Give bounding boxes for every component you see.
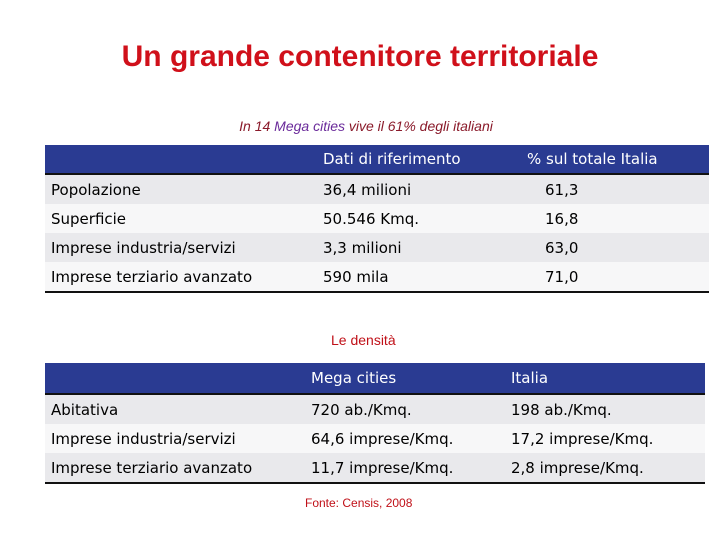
table-row: Abitativa 720 ab./Kmq. 198 ab./Kmq.	[45, 394, 705, 424]
row-percent: 63,0	[521, 233, 709, 262]
density-table: Mega cities Italia Abitativa 720 ab./Kmq…	[45, 363, 705, 484]
row-percent: 16,8	[521, 204, 709, 233]
row-italy-value: 2,8 imprese/Kmq.	[501, 453, 705, 484]
header-cell-mega-cities: Mega cities	[303, 363, 501, 395]
table-header-row: Dati di riferimento % sul totale Italia	[45, 145, 709, 175]
table-row: Imprese terziario avanzato 590 mila 71,0	[45, 262, 709, 293]
header-cell-percent-italy: % sul totale Italia	[521, 145, 709, 175]
reference-data-table: Dati di riferimento % sul totale Italia …	[45, 145, 709, 293]
row-percent: 61,3	[521, 174, 709, 204]
subtitle-part-3: vive il 61% degli italiani	[348, 118, 493, 134]
density-section-label: Le densità	[331, 332, 396, 348]
header-cell-empty	[45, 145, 315, 175]
table-row: Popolazione 36,4 milioni 61,3	[45, 174, 709, 204]
row-label: Imprese terziario avanzato	[45, 262, 315, 293]
row-italy-value: 17,2 imprese/Kmq.	[501, 424, 705, 453]
table-row: Imprese industria/servizi 64,6 imprese/K…	[45, 424, 705, 453]
row-value: 36,4 milioni	[315, 174, 521, 204]
row-value: 3,3 milioni	[315, 233, 521, 262]
row-italy-value: 198 ab./Kmq.	[501, 394, 705, 424]
row-label: Imprese industria/servizi	[45, 233, 315, 262]
row-mega-cities-value: 64,6 imprese/Kmq.	[303, 424, 501, 453]
table-row: Superficie 50.546 Kmq. 16,8	[45, 204, 709, 233]
subtitle-part-2: Mega cities	[274, 118, 345, 134]
row-percent: 71,0	[521, 262, 709, 293]
table-row: Imprese industria/servizi 3,3 milioni 63…	[45, 233, 709, 262]
row-label: Abitativa	[45, 394, 303, 424]
row-mega-cities-value: 720 ab./Kmq.	[303, 394, 501, 424]
subtitle-part-1: In 14	[239, 118, 271, 134]
row-label: Imprese terziario avanzato	[45, 453, 303, 484]
row-label: Imprese industria/servizi	[45, 424, 303, 453]
slide-title: Un grande contenitore territoriale	[121, 40, 599, 73]
header-cell-reference-data: Dati di riferimento	[315, 145, 521, 175]
table-header-row: Mega cities Italia	[45, 363, 705, 395]
row-label: Superficie	[45, 204, 315, 233]
row-mega-cities-value: 11,7 imprese/Kmq.	[303, 453, 501, 484]
table-row: Imprese terziario avanzato 11,7 imprese/…	[45, 453, 705, 484]
source-note: Fonte: Censis, 2008	[305, 496, 413, 510]
header-cell-empty	[45, 363, 303, 395]
row-value: 50.546 Kmq.	[315, 204, 521, 233]
header-cell-italy: Italia	[501, 363, 705, 395]
row-label: Popolazione	[45, 174, 315, 204]
row-value: 590 mila	[315, 262, 521, 293]
subtitle: In 14 Mega cities vive il 61% degli ital…	[0, 118, 720, 134]
